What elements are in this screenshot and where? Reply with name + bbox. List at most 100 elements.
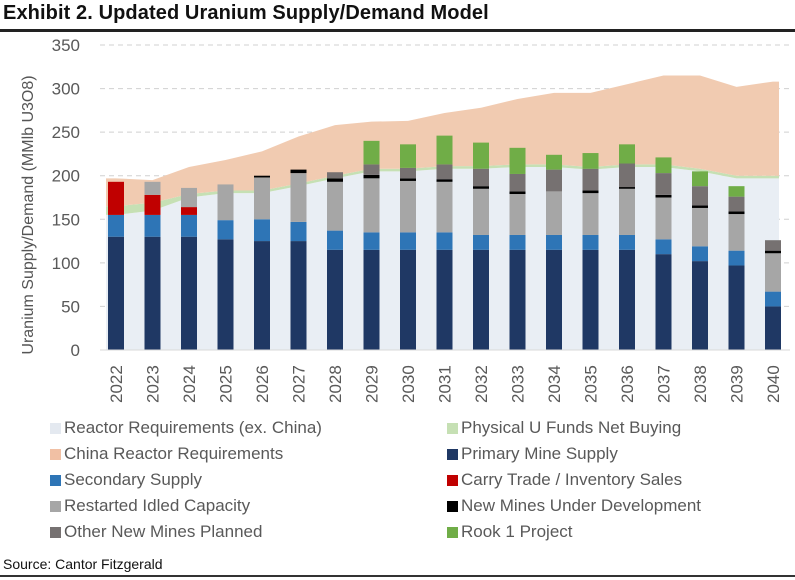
x-tick-label: 2036 bbox=[618, 365, 637, 403]
bar-secondary-supply bbox=[144, 214, 161, 237]
x-tick-label: 2034 bbox=[545, 365, 564, 403]
bar-restarted-idled-capacity bbox=[400, 180, 416, 233]
bar-rook-1-project bbox=[363, 140, 380, 165]
legend-label: Reactor Requirements (ex. China) bbox=[64, 418, 322, 437]
legend-swatch bbox=[50, 526, 61, 538]
x-tick-label: 2023 bbox=[144, 365, 163, 403]
bar-secondary-supply bbox=[400, 232, 416, 250]
y-tick-labels: 0 50 100 150 200 250 300 350 bbox=[52, 36, 80, 360]
bar-restarted-idled-capacity bbox=[509, 194, 526, 235]
bar-rook-1-project bbox=[473, 142, 489, 169]
bar-stack-2027 bbox=[290, 169, 307, 350]
legend-item: Physical U Funds Net Buying bbox=[447, 418, 681, 438]
y-tick-label: 250 bbox=[52, 123, 80, 142]
bar-other-new-mines-planned bbox=[582, 168, 599, 191]
bar-new-mines-under-development bbox=[619, 187, 635, 189]
bar-stack-2024 bbox=[181, 187, 197, 350]
bar-other-new-mines-planned bbox=[327, 172, 343, 179]
bar-rook-1-project bbox=[728, 186, 745, 197]
bar-rook-1-project bbox=[436, 135, 453, 165]
bar-new-mines-under-development bbox=[400, 178, 416, 181]
bar-secondary-supply bbox=[765, 291, 781, 307]
x-tick-label: 2030 bbox=[399, 365, 418, 403]
bar-other-new-mines-planned bbox=[400, 167, 416, 179]
x-tick-labels: 2022 2023 2024 2025 2026 2027 2028 2029 2030 2031… bbox=[107, 365, 783, 403]
bar-primary-mine-supply bbox=[144, 236, 161, 350]
legend-item: Reactor Requirements (ex. China) bbox=[50, 418, 322, 438]
bar-restarted-idled-capacity bbox=[217, 184, 234, 221]
x-tick-label: 2037 bbox=[655, 365, 674, 403]
legend-label: China Reactor Requirements bbox=[64, 444, 284, 463]
x-tick-label: 2028 bbox=[326, 365, 345, 403]
bar-primary-mine-supply bbox=[108, 236, 124, 350]
bar-secondary-supply bbox=[546, 234, 562, 250]
legend-swatch bbox=[50, 448, 61, 460]
bar-restarted-idled-capacity bbox=[473, 188, 489, 235]
bar-stack-2023 bbox=[144, 181, 161, 350]
legend-swatch bbox=[447, 474, 458, 486]
bar-new-mines-under-development bbox=[436, 179, 453, 182]
bar-stack-2034 bbox=[546, 154, 562, 350]
bar-rook-1-project bbox=[582, 153, 599, 169]
bar-other-new-mines-planned bbox=[473, 168, 489, 187]
bar-primary-mine-supply bbox=[655, 254, 672, 350]
bar-restarted-idled-capacity bbox=[181, 187, 197, 208]
x-tick-label: 2031 bbox=[436, 365, 455, 403]
bar-stack-2037 bbox=[655, 157, 672, 350]
bar-secondary-supply bbox=[181, 214, 197, 237]
legend-swatch bbox=[50, 474, 61, 486]
bar-primary-mine-supply bbox=[473, 249, 489, 350]
x-tick-label: 2038 bbox=[691, 365, 710, 403]
bar-primary-mine-supply bbox=[400, 249, 416, 350]
bar-new-mines-under-development bbox=[327, 178, 343, 182]
bar-other-new-mines-planned bbox=[546, 169, 562, 192]
source-note: Source: Cantor Fitzgerald bbox=[3, 556, 163, 572]
bar-other-new-mines-planned bbox=[363, 164, 380, 175]
bar-restarted-idled-capacity bbox=[765, 253, 781, 292]
bar-rook-1-project bbox=[546, 154, 562, 170]
bar-stack-2040 bbox=[765, 240, 781, 350]
bar-new-mines-under-development bbox=[692, 205, 708, 208]
bar-other-new-mines-planned bbox=[436, 164, 453, 180]
bar-primary-mine-supply bbox=[728, 265, 745, 350]
bar-restarted-idled-capacity bbox=[619, 188, 635, 235]
bar-secondary-supply bbox=[619, 234, 635, 250]
bar-carry-trade-inventory-sales bbox=[181, 207, 197, 215]
legend-label: Secondary Supply bbox=[64, 470, 202, 489]
bar-other-new-mines-planned bbox=[692, 186, 708, 206]
x-tick-label: 2025 bbox=[217, 365, 236, 403]
legend-item: New Mines Under Development bbox=[447, 496, 701, 516]
y-tick-label: 350 bbox=[52, 36, 80, 55]
bar-primary-mine-supply bbox=[327, 249, 343, 350]
bar-restarted-idled-capacity bbox=[290, 173, 307, 222]
bar-stack-2039 bbox=[728, 186, 745, 350]
legend-item: Rook 1 Project bbox=[447, 522, 573, 542]
bar-primary-mine-supply bbox=[217, 239, 234, 350]
x-tick-label: 2026 bbox=[253, 365, 272, 403]
y-tick-label: 50 bbox=[61, 297, 80, 316]
bar-restarted-idled-capacity bbox=[363, 178, 380, 233]
legend-label: Physical U Funds Net Buying bbox=[461, 418, 682, 437]
bar-primary-mine-supply bbox=[290, 241, 307, 350]
x-tick-label: 2027 bbox=[290, 365, 309, 403]
x-tick-label: 2035 bbox=[582, 365, 601, 403]
legend-label: Primary Mine Supply bbox=[461, 444, 618, 463]
bar-restarted-idled-capacity bbox=[655, 197, 672, 240]
bar-rook-1-project bbox=[400, 144, 416, 168]
legend-label: Other New Mines Planned bbox=[64, 522, 263, 541]
bar-new-mines-under-development bbox=[290, 169, 307, 174]
bar-carry-trade-inventory-sales bbox=[108, 181, 124, 215]
legend-swatch bbox=[447, 448, 458, 460]
bar-restarted-idled-capacity bbox=[254, 177, 270, 220]
legend-item: Primary Mine Supply bbox=[447, 444, 618, 464]
bar-primary-mine-supply bbox=[181, 236, 197, 350]
bar-secondary-supply bbox=[363, 232, 380, 250]
bar-secondary-supply bbox=[290, 221, 307, 242]
bar-secondary-supply bbox=[108, 214, 124, 237]
legend-swatch bbox=[447, 500, 458, 512]
bar-secondary-supply bbox=[436, 232, 453, 250]
bar-other-new-mines-planned bbox=[765, 240, 781, 251]
bar-restarted-idled-capacity bbox=[692, 207, 708, 247]
legend-item: Secondary Supply bbox=[50, 470, 202, 490]
y-tick-label: 150 bbox=[52, 210, 80, 229]
